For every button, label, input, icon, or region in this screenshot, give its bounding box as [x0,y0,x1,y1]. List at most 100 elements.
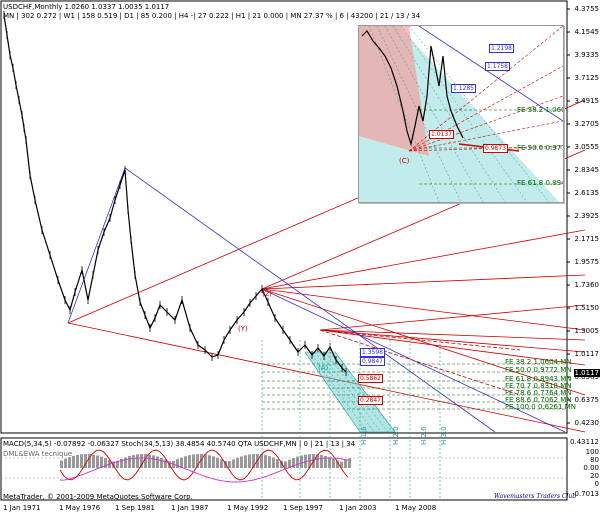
indicator-axis-label: 80 [590,456,599,464]
macd-bar [280,460,283,468]
indicator-axis-label: 0.43112 [570,438,599,446]
macd-bar [120,459,123,468]
trend-line-blue-2 [124,167,496,433]
wave-label-y: (Y) [238,325,248,333]
macd-bar [140,454,143,468]
fan-line-red [261,288,586,396]
projection-label: H 1.6 [360,426,368,445]
inset-box-4: 1.0137 [429,130,454,139]
macd-bar [328,457,331,468]
fib-level-label: FE 38.2 1.0604 MN [505,358,572,366]
macd-bar [84,454,87,468]
price-tick-label: 3.0555 [574,143,600,151]
time-tick-label: 1 Sep 1997 [283,504,323,512]
macd-bar [316,454,319,468]
inset-box-2: 1.1758 [485,62,510,71]
inset-cyan-line [400,26,528,202]
inset-wave-label-c: (C) [399,157,410,165]
macd-bar [176,459,179,468]
fib-level-label: FE 70.7 0.8318 MN [505,382,572,390]
macd-bar [248,454,251,468]
macd-bar [296,456,299,468]
zoom-inset-panel[interactable]: 1.2198 1.1758 1.1285 1.0137 0.9873 FE 38… [358,25,564,203]
price-tick-label: 1.9575 [574,258,600,266]
indicator-subtitle: DML&EWA tecnique [3,450,73,458]
macd-bar [144,454,147,468]
macd-bar [336,460,339,468]
price-tick-label: 3.2705 [574,120,600,128]
macd-bar [320,454,323,468]
indicator-axis-label: 0 [594,480,599,488]
macd-bar [184,456,187,468]
price-tick-label: 3.7125 [574,74,600,82]
macd-bar [188,455,191,468]
macd-bar [124,457,127,468]
fan-line-red [261,288,586,331]
time-tick-label: 1 May 2008 [395,504,437,512]
fan-line-red [319,329,586,341]
dashed-red-2 [319,329,521,351]
inset-fe-1: FE 38.2 1.060 [517,106,564,114]
macd-bar [348,458,351,468]
time-tick-label: 1 Jan 1971 [3,504,41,512]
macd-bar [300,455,303,468]
inset-cyan-line [368,26,440,202]
macd-bar [68,457,71,468]
fib-level-label: FE 100.0 0.6261 MN [505,403,576,411]
macd-bar [204,454,207,468]
inset-fe-2: FE 50.0 0.977 [517,144,564,152]
price-box-4: 0.2847 [358,396,383,405]
price-tick-label: 1.7360 [574,281,600,289]
indicator-axis-label: -0.7013 [571,490,599,498]
price-tick-label: 1.5150 [574,304,600,312]
inset-pink-area [359,26,429,156]
macd-bar [216,457,219,468]
macd-bar [76,454,79,468]
price-tick-label: 3.4915 [574,97,600,105]
macd-bar [344,459,347,468]
macd-bar [292,458,295,468]
macd-bar [132,455,135,468]
macd-bar [156,456,159,468]
chart-header-line1: USDCHF,Monthly 1.0260 1.0337 1.0035 1.01… [3,3,170,11]
macd-bar [116,460,119,468]
macd-bar [244,455,247,468]
price-tick-label: 0.6375 [574,396,600,404]
macd-bar [268,456,271,468]
macd-bar [164,459,167,468]
price-tick-label: 4.3755 [574,5,600,13]
price-tick-label: 0.8585 [574,373,600,381]
inset-cyan-line [376,26,462,202]
price-tick-label: 2.8345 [574,166,600,174]
fan-line-red [261,274,586,290]
cyan-fan-line [329,351,396,433]
macd-bar [264,455,267,468]
inset-fan-red [408,120,563,152]
macd-bar [220,459,223,468]
macd-bar [112,461,115,468]
cyan-fan-line [309,351,368,433]
indicator-title: MACD(5,34,5) -0.07892 -0.06327 Stoch(34,… [3,440,356,448]
trend-line-blue [67,167,126,324]
macd-bar [324,455,327,468]
wave-label-2: (2) [262,290,272,298]
price-tick-label: 2.1715 [574,235,600,243]
cyan-fan-line [314,351,375,433]
macd-bar [96,455,99,468]
price-box-2: 0.9847 [360,357,385,366]
price-tick-label: 3.9335 [574,51,600,59]
fan-line-red [261,229,586,290]
inset-box-3: 1.1285 [451,84,476,93]
fib-level-label: FE 61.8 0.8943 MN [505,375,572,383]
inset-fe-3: FE 61.8 0.894 [517,179,564,187]
price-tick-label: 4.1545 [574,28,600,36]
fib-level-label: FE 88.6 0.7062 MN [505,396,572,404]
fan-line-red [319,304,586,331]
inset-fan-red [408,65,563,152]
time-tick-label: 1 Jan 1987 [171,504,209,512]
stoch-main-line [59,449,349,481]
stoch-signal-line [59,457,349,483]
macd-bar [252,454,255,468]
chart-header-line2: MN | 302 0.272 | W1 | 158 0.519 | D1 | 8… [3,12,421,20]
